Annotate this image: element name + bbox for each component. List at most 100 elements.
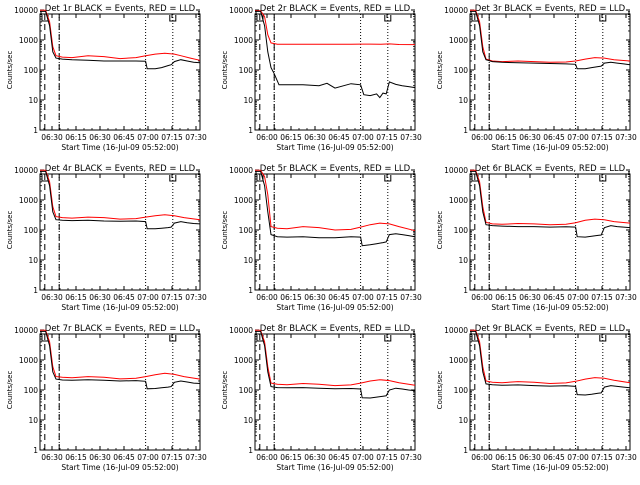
y-tick-label: 1000	[234, 356, 253, 365]
x-tick-label: 07:00	[137, 133, 159, 142]
y-tick-label: 10	[28, 256, 38, 265]
x-tick-label: 06:15	[280, 133, 302, 142]
x-tick-label: 06:30	[41, 453, 63, 462]
y-tick-label: 1000	[234, 36, 253, 45]
y-tick-label: 1000	[234, 196, 253, 205]
y-tick-label: 10	[458, 96, 468, 105]
x-tick-label: 06:15	[65, 293, 87, 302]
y-axis-label: Counts/sec	[221, 211, 229, 250]
y-tick-label: 1	[248, 446, 253, 455]
x-axis-label: Start Time (16-Jul-09 05:52:00)	[276, 143, 393, 152]
x-tick-label: 07:30	[185, 453, 207, 462]
x-axis-label: Start Time (16-Jul-09 05:52:00)	[491, 303, 608, 312]
x-tick-label: 06:30	[519, 133, 541, 142]
x-tick-label: 06:00	[471, 133, 493, 142]
y-tick-label: 100	[454, 66, 469, 75]
x-tick-label: 06:30	[41, 293, 63, 302]
start-marker	[256, 175, 264, 182]
x-tick-label: 06:30	[89, 133, 111, 142]
y-tick-label: 10000	[14, 326, 38, 335]
x-tick-label: 07:30	[185, 133, 207, 142]
end-marker	[384, 335, 392, 342]
plot-frame	[39, 13, 201, 131]
chart-panel: Det 3r BLACK = Events, RED = LLD 1 10 100 10…	[436, 4, 637, 152]
x-tick-label: 06:00	[256, 133, 278, 142]
chart-panel: Det 6r BLACK = Events, RED = LLD 1 10 100 10…	[436, 164, 637, 312]
y-tick-label: 1000	[449, 36, 468, 45]
y-tick-label: 1	[248, 126, 253, 135]
y-tick-label: 1000	[19, 196, 38, 205]
x-tick-label: 07:15	[376, 293, 398, 302]
x-tick-label: 06:45	[113, 453, 135, 462]
events-series-line	[40, 170, 201, 230]
x-tick-label: 07:15	[591, 133, 613, 142]
x-tick-label: 06:45	[113, 293, 135, 302]
x-tick-label: 06:45	[113, 133, 135, 142]
x-axis-label: Start Time (16-Jul-09 05:52:00)	[276, 463, 393, 472]
y-tick-label: 1000	[449, 356, 468, 365]
y-axis-label: Counts/sec	[221, 51, 229, 90]
end-marker	[384, 15, 392, 22]
lld-series-line	[255, 329, 416, 387]
y-tick-label: 1000	[449, 196, 468, 205]
end-marker	[599, 175, 607, 182]
plot-frame	[39, 173, 201, 291]
x-tick-label: 06:15	[495, 133, 517, 142]
x-axis-label: Start Time (16-Jul-09 05:52:00)	[61, 143, 178, 152]
chart-title: Det 9r BLACK = Events, RED = LLD	[475, 324, 626, 334]
y-tick-label: 10	[458, 256, 468, 265]
x-tick-label: 06:00	[256, 453, 278, 462]
x-tick-label: 07:30	[400, 453, 422, 462]
x-tick-label: 06:30	[519, 453, 541, 462]
chart-panel: Det 4r BLACK = Events, RED = LLD 1 10 100 10…	[6, 164, 207, 312]
chart-title: Det 8r BLACK = Events, RED = LLD	[260, 324, 411, 334]
events-series-line	[470, 10, 631, 70]
events-series-line	[40, 330, 201, 390]
x-tick-label: 07:30	[615, 293, 637, 302]
y-tick-label: 10	[28, 96, 38, 105]
events-series-line	[255, 170, 416, 247]
x-tick-label: 07:15	[161, 453, 183, 462]
y-axis-label: Counts/sec	[6, 51, 14, 90]
x-tick-label: 06:30	[89, 453, 111, 462]
plot-frame	[469, 13, 631, 131]
x-tick-label: 06:15	[495, 293, 517, 302]
x-tick-label: 06:30	[304, 133, 326, 142]
chart-panel: Det 2r BLACK = Events, RED = LLD 1 10 100 10…	[221, 4, 422, 152]
lld-series-line	[470, 329, 631, 385]
chart-panel: Det 7r BLACK = Events, RED = LLD 1 10 100 10…	[6, 324, 207, 472]
x-tick-label: 06:30	[304, 293, 326, 302]
x-tick-label: 07:30	[185, 293, 207, 302]
plot-frame	[254, 13, 416, 131]
events-series-line	[470, 170, 631, 238]
y-tick-label: 100	[24, 66, 39, 75]
y-tick-label: 1000	[19, 356, 38, 365]
chart-panel: Det 8r BLACK = Events, RED = LLD 1 10 100 10…	[221, 324, 422, 472]
y-axis-label: Counts/sec	[6, 371, 14, 410]
lld-series-line	[255, 10, 416, 46]
x-tick-label: 06:45	[328, 453, 350, 462]
x-tick-label: 07:15	[376, 453, 398, 462]
x-tick-label: 07:00	[567, 293, 589, 302]
y-tick-label: 10	[243, 256, 253, 265]
y-tick-label: 10000	[229, 166, 253, 175]
events-series-line	[40, 10, 201, 70]
lld-series-line	[40, 329, 201, 380]
y-tick-label: 100	[454, 386, 469, 395]
x-tick-label: 06:00	[471, 453, 493, 462]
y-axis-label: Counts/sec	[436, 371, 444, 410]
x-axis-label: Start Time (16-Jul-09 05:52:00)	[491, 463, 608, 472]
x-tick-label: 06:15	[495, 453, 517, 462]
x-tick-label: 07:00	[137, 453, 159, 462]
y-axis-label: Counts/sec	[436, 211, 444, 250]
chart-title: Det 6r BLACK = Events, RED = LLD	[475, 164, 626, 174]
y-tick-label: 10000	[229, 6, 253, 15]
x-tick-label: 07:00	[567, 453, 589, 462]
y-axis-label: Counts/sec	[221, 371, 229, 410]
y-tick-label: 10000	[14, 6, 38, 15]
y-tick-label: 10000	[14, 166, 38, 175]
x-tick-label: 07:15	[591, 453, 613, 462]
end-marker	[384, 175, 392, 182]
end-marker	[169, 15, 177, 22]
y-tick-label: 100	[24, 386, 39, 395]
